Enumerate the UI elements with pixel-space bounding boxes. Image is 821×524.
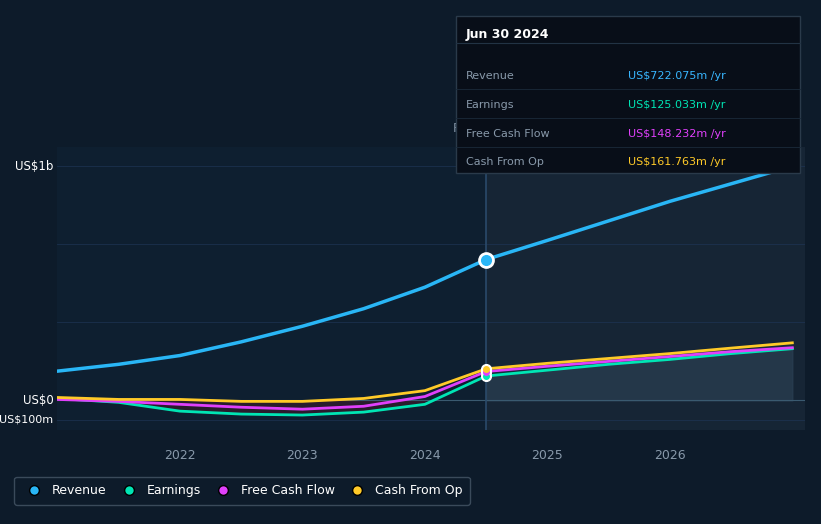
Text: -US$100m: -US$100m <box>0 415 53 425</box>
Text: Free Cash Flow: Free Cash Flow <box>466 128 549 139</box>
Text: US$0: US$0 <box>23 394 53 407</box>
Bar <box>57 147 486 430</box>
Bar <box>486 147 805 430</box>
Text: Cash From Op: Cash From Op <box>466 157 544 168</box>
Text: 2022: 2022 <box>164 450 195 463</box>
Text: Analysts Forecasts: Analysts Forecasts <box>493 123 610 135</box>
Text: Past: Past <box>452 123 479 135</box>
Text: US$1b: US$1b <box>16 160 53 173</box>
Legend: Revenue, Earnings, Free Cash Flow, Cash From Op: Revenue, Earnings, Free Cash Flow, Cash … <box>15 477 470 505</box>
Text: 2024: 2024 <box>409 450 441 463</box>
Text: US$722.075m /yr: US$722.075m /yr <box>628 71 726 81</box>
Text: US$161.763m /yr: US$161.763m /yr <box>628 157 726 168</box>
Text: 2026: 2026 <box>654 450 686 463</box>
Text: 2025: 2025 <box>531 450 563 463</box>
Text: US$125.033m /yr: US$125.033m /yr <box>628 100 726 110</box>
Text: Revenue: Revenue <box>466 71 514 81</box>
Text: 2023: 2023 <box>287 450 319 463</box>
Text: Jun 30 2024: Jun 30 2024 <box>466 28 549 40</box>
Text: Earnings: Earnings <box>466 100 514 110</box>
Text: US$148.232m /yr: US$148.232m /yr <box>628 128 726 139</box>
